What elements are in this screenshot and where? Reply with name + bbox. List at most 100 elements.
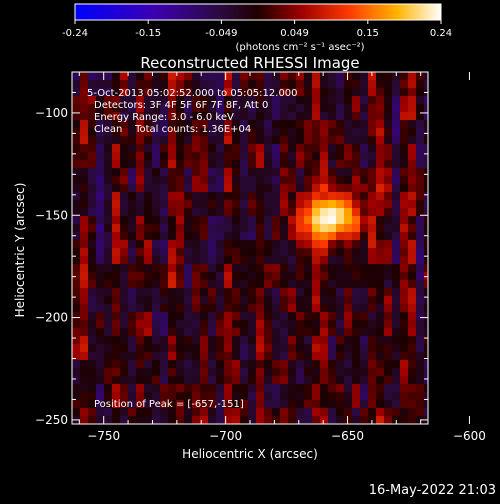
heatmap-cell bbox=[208, 288, 216, 296]
heatmap-cell bbox=[368, 336, 376, 344]
heatmap-cell bbox=[168, 80, 176, 88]
heatmap-cell bbox=[368, 232, 376, 240]
heatmap-cell bbox=[216, 240, 224, 248]
heatmap-cell bbox=[392, 360, 400, 368]
heatmap-cell bbox=[184, 120, 192, 128]
heatmap-cell bbox=[352, 224, 360, 232]
heatmap-cell bbox=[344, 144, 352, 152]
heatmap-cell bbox=[368, 320, 376, 328]
heatmap-cell bbox=[184, 336, 192, 344]
heatmap-cell bbox=[144, 352, 152, 360]
heatmap-cell bbox=[88, 280, 96, 288]
heatmap-cell bbox=[280, 176, 288, 184]
heatmap-cell bbox=[400, 104, 408, 112]
heatmap-cell bbox=[312, 144, 320, 152]
heatmap-cell bbox=[72, 400, 80, 408]
heatmap-cell bbox=[128, 280, 136, 288]
heatmap-cell bbox=[392, 88, 400, 96]
x-tick-label: −650 bbox=[331, 429, 364, 443]
heatmap-cell bbox=[408, 160, 416, 168]
heatmap-cell bbox=[248, 96, 256, 104]
heatmap-cell bbox=[336, 344, 344, 352]
heatmap-cell bbox=[296, 104, 304, 112]
heatmap-cell bbox=[128, 184, 136, 192]
heatmap-cell bbox=[360, 304, 368, 312]
heatmap-cell bbox=[224, 248, 232, 256]
heatmap-cell bbox=[400, 224, 408, 232]
heatmap-cell bbox=[288, 176, 296, 184]
heatmap-cell bbox=[400, 72, 408, 80]
heatmap-cell bbox=[240, 232, 248, 240]
heatmap-cell bbox=[272, 152, 280, 160]
heatmap-cell bbox=[264, 336, 272, 344]
heatmap-cell bbox=[416, 232, 424, 240]
heatmap-cell bbox=[144, 176, 152, 184]
heatmap-cell bbox=[344, 392, 352, 400]
heatmap-cell bbox=[208, 176, 216, 184]
heatmap-cell bbox=[384, 248, 392, 256]
heatmap-cell bbox=[96, 256, 104, 264]
heatmap-cell bbox=[320, 296, 328, 304]
heatmap-cell bbox=[216, 280, 224, 288]
heatmap-cell bbox=[264, 216, 272, 224]
heatmap-cell bbox=[296, 400, 304, 408]
heatmap-cell bbox=[328, 200, 336, 208]
heatmap-cell bbox=[272, 120, 280, 128]
heatmap-cell bbox=[88, 368, 96, 376]
heatmap-cell bbox=[304, 416, 312, 424]
heatmap-cell bbox=[184, 104, 192, 112]
heatmap-cell bbox=[248, 264, 256, 272]
heatmap-cell bbox=[248, 72, 256, 80]
heatmap-cell bbox=[248, 376, 256, 384]
heatmap-cell bbox=[304, 352, 312, 360]
heatmap-cell bbox=[120, 144, 128, 152]
heatmap-cell bbox=[72, 280, 80, 288]
heatmap-cell bbox=[80, 112, 88, 120]
heatmap-cell bbox=[304, 344, 312, 352]
heatmap-cell bbox=[384, 96, 392, 104]
heatmap-cell bbox=[208, 120, 216, 128]
heatmap-cell bbox=[240, 72, 248, 80]
heatmap-cell bbox=[144, 392, 152, 400]
heatmap-cell bbox=[408, 304, 416, 312]
heatmap-cell bbox=[336, 200, 344, 208]
heatmap-cell bbox=[200, 128, 208, 136]
heatmap-cell bbox=[208, 192, 216, 200]
heatmap-cell bbox=[152, 200, 160, 208]
heatmap-cell bbox=[144, 360, 152, 368]
heatmap-cell bbox=[208, 248, 216, 256]
heatmap-cell bbox=[216, 248, 224, 256]
heatmap-cell bbox=[184, 408, 192, 416]
heatmap-cell bbox=[168, 248, 176, 256]
heatmap-cell bbox=[408, 232, 416, 240]
heatmap-cell bbox=[288, 312, 296, 320]
heatmap-cell bbox=[184, 312, 192, 320]
heatmap-cell bbox=[320, 408, 328, 416]
heatmap-cell bbox=[344, 376, 352, 384]
heatmap-cell bbox=[272, 184, 280, 192]
heatmap-cell bbox=[392, 296, 400, 304]
heatmap-cell bbox=[336, 152, 344, 160]
heatmap-cell bbox=[264, 312, 272, 320]
heatmap-cell bbox=[256, 208, 264, 216]
heatmap-cell bbox=[424, 352, 428, 360]
heatmap-cell bbox=[208, 400, 216, 408]
heatmap-cell bbox=[200, 344, 208, 352]
heatmap-cell bbox=[168, 320, 176, 328]
heatmap-cell bbox=[416, 408, 424, 416]
heatmap-cell bbox=[288, 136, 296, 144]
heatmap-cell bbox=[312, 152, 320, 160]
heatmap-cell bbox=[400, 208, 408, 216]
heatmap-cell bbox=[240, 144, 248, 152]
heatmap-cell bbox=[72, 304, 80, 312]
heatmap-cell bbox=[416, 312, 424, 320]
heatmap-cell bbox=[408, 72, 416, 80]
heatmap-cell bbox=[336, 224, 344, 232]
heatmap-cell bbox=[280, 200, 288, 208]
heatmap-cell bbox=[360, 240, 368, 248]
heatmap-cell bbox=[416, 384, 424, 392]
heatmap-cell bbox=[256, 352, 264, 360]
heatmap-cell bbox=[280, 104, 288, 112]
heatmap-cell bbox=[368, 392, 376, 400]
heatmap-cell bbox=[136, 304, 144, 312]
